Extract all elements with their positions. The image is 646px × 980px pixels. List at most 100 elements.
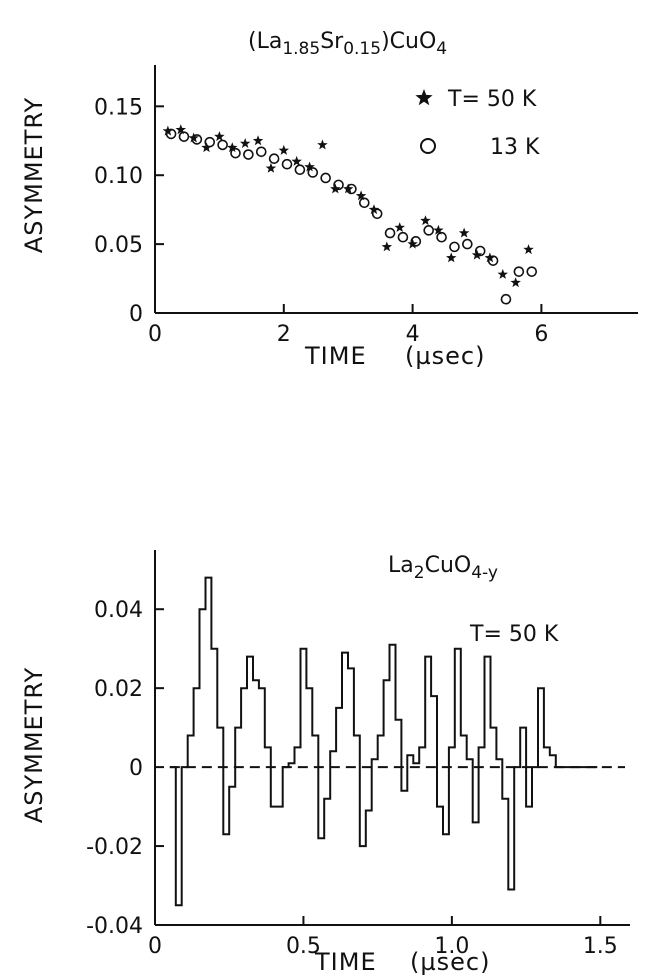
x-tick-label: 1.0 (434, 934, 469, 959)
data-point-50k (239, 138, 251, 148)
y-axis-title: ASYMMETRY (20, 667, 48, 823)
y-ticks: 0 0.05 0.10 0.15 (94, 95, 164, 327)
title-part: 1.85 (282, 39, 320, 59)
data-point-13k (333, 179, 344, 191)
y-tick-label: -0.02 (86, 835, 143, 860)
temperature-annotation: T= 50 K (469, 622, 559, 647)
data-point-50k (523, 244, 534, 255)
title-part: CuO (425, 553, 472, 578)
x-ticks: 0 0.5 1.0 1.5 (148, 916, 618, 959)
data-point-13k (500, 293, 512, 305)
data-point-13k (397, 231, 409, 243)
data-point-13k (178, 131, 190, 142)
legend-label: T= 50 K (447, 87, 537, 112)
x-tick-label: 4 (406, 322, 420, 347)
legend: T= 50 K 13 K (415, 87, 540, 160)
x-axis-unit: (µsec) (410, 948, 490, 976)
data-point-13k (358, 197, 370, 209)
y-tick-label: 0.15 (94, 95, 143, 120)
data-point-50k (304, 161, 315, 172)
y-tick-label: 0 (129, 756, 143, 781)
data-point-13k (487, 255, 499, 266)
data-point-50k (175, 124, 186, 135)
data-point-13k (384, 227, 396, 239)
data-point-50k (510, 277, 521, 288)
data-point-50k (394, 222, 405, 232)
y-tick-label: 0 (129, 302, 143, 327)
data-points (162, 124, 538, 305)
x-tick-label: 2 (277, 322, 291, 347)
x-axis-unit: (µsec) (405, 342, 485, 370)
title-part: )CuO (381, 29, 436, 54)
y-tick-label: -0.04 (86, 914, 143, 939)
title-part: 4 (436, 39, 447, 59)
data-point-50k (278, 144, 289, 155)
title-part: 4-y (471, 563, 498, 583)
legend-marker-star (415, 89, 433, 106)
data-point-50k (355, 190, 367, 201)
data-point-13k (165, 128, 177, 140)
x-ticks: 0 2 4 6 (148, 304, 548, 347)
x-axis-title: TIME (304, 342, 367, 370)
data-point-13k (217, 139, 228, 151)
data-point-13k (526, 266, 538, 277)
data-point-50k (252, 135, 264, 146)
data-point-50k (317, 139, 328, 150)
y-tick-label: 0.10 (94, 164, 143, 189)
x-tick-label: 0 (148, 934, 162, 959)
data-point-50k (458, 227, 470, 238)
data-point-50k (381, 241, 393, 252)
x-axis-title: TIME (314, 948, 377, 976)
y-ticks: -0.04 -0.02 0 0.02 0.04 (86, 598, 164, 939)
data-point-50k (227, 142, 238, 153)
data-point-13k (371, 208, 383, 220)
x-tick-label: 6 (534, 322, 548, 347)
data-point-13k (307, 167, 319, 178)
data-point-13k (243, 149, 254, 160)
data-point-50k (368, 204, 380, 215)
data-point-13k (436, 231, 447, 243)
title-part: La (388, 553, 414, 578)
data-point-50k (201, 142, 212, 153)
data-point-50k (446, 252, 457, 263)
data-point-13k (513, 266, 525, 277)
y-axis-title: ASYMMETRY (20, 97, 48, 253)
data-point-13k (204, 136, 216, 148)
data-point-13k (281, 158, 293, 170)
data-point-50k (420, 215, 431, 226)
data-point-50k (433, 224, 444, 235)
data-point-50k (188, 132, 199, 143)
x-tick-label: 1.5 (583, 934, 618, 959)
title-part: 2 (414, 563, 425, 583)
legend-marker-circle (420, 138, 436, 154)
data-point-13k (191, 134, 203, 145)
data-point-13k (423, 225, 435, 236)
data-point-50k (343, 183, 354, 194)
asymmetry-step-series (169, 576, 598, 907)
title-part: Sr (320, 29, 344, 54)
data-point-13k (294, 164, 306, 176)
x-tick-label: 0 (148, 322, 162, 347)
x-tick-label: 0.5 (286, 934, 321, 959)
data-point-13k (346, 183, 357, 195)
data-point-13k (462, 238, 473, 250)
data-point-50k (265, 162, 277, 173)
data-point-13k (230, 147, 241, 159)
data-point-13k (255, 146, 267, 158)
data-point-13k (410, 236, 422, 247)
y-tick-label: 0.02 (94, 677, 143, 702)
y-tick-label: 0.04 (94, 598, 143, 623)
title-part: 0.15 (343, 39, 381, 59)
data-point-50k (214, 131, 225, 142)
data-point-13k (320, 172, 331, 184)
title-part: (La (248, 29, 282, 54)
legend-label: 13 K (490, 135, 540, 160)
data-point-13k (449, 241, 460, 253)
chart-title: La2CuO4-y (388, 553, 498, 583)
data-point-50k (291, 155, 302, 166)
data-point-13k (474, 245, 486, 257)
data-point-50k (497, 268, 508, 279)
